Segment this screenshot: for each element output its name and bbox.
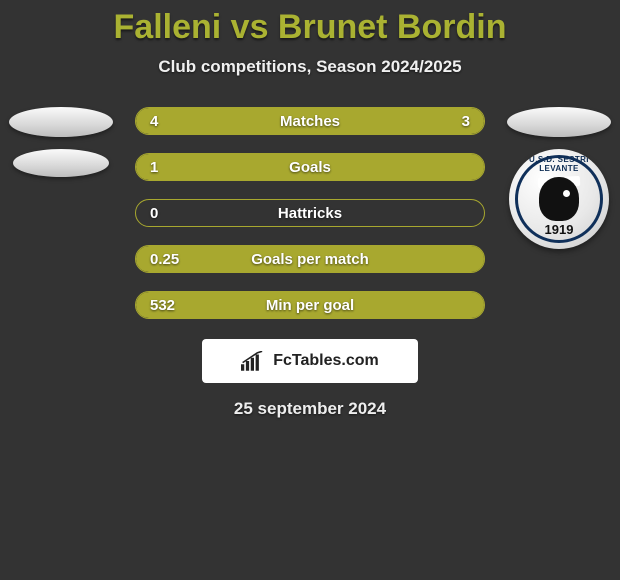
left-player-badges [6, 107, 116, 177]
stat-value-left: 0 [150, 205, 210, 222]
stat-label: Goals [210, 159, 410, 176]
page-title: Falleni vs Brunet Bordin [0, 0, 620, 47]
flag-ellipse-left-1 [9, 107, 113, 137]
stat-value-left: 532 [150, 297, 210, 314]
stat-value-left: 1 [150, 159, 210, 176]
club-year: 1919 [509, 222, 609, 237]
stat-row: 0.25Goals per match [135, 245, 485, 273]
flag-ellipse-left-2 [13, 149, 109, 177]
stat-label: Min per goal [210, 297, 410, 314]
comparison-panel: U.S.D. SESTRI LEVANTE 1919 4Matches31Goa… [0, 107, 620, 419]
stat-row: 1Goals [135, 153, 485, 181]
club-top-text: U.S.D. SESTRI LEVANTE [509, 155, 609, 173]
date-label: 25 september 2024 [0, 399, 620, 419]
right-player-badges: U.S.D. SESTRI LEVANTE 1919 [504, 107, 614, 249]
stat-value-left: 0.25 [150, 251, 210, 268]
stat-row: 532Min per goal [135, 291, 485, 319]
flag-ellipse-right [507, 107, 611, 137]
stat-value-right: 3 [410, 113, 470, 130]
stat-label: Goals per match [210, 251, 410, 268]
subtitle: Club competitions, Season 2024/2025 [0, 57, 620, 77]
stat-row: 4Matches3 [135, 107, 485, 135]
source-label: FcTables.com [273, 352, 379, 370]
bars-icon [241, 351, 267, 371]
stat-rows: 4Matches3 1Goals 0Hattricks 0.25Goals per m… [135, 107, 485, 319]
stat-label: Matches [210, 113, 410, 130]
stat-row: 0Hattricks [135, 199, 485, 227]
club-crest-right: U.S.D. SESTRI LEVANTE 1919 [509, 149, 609, 249]
stat-value-left: 4 [150, 113, 210, 130]
source-badge: FcTables.com [202, 339, 418, 383]
stat-label: Hattricks [210, 205, 410, 222]
